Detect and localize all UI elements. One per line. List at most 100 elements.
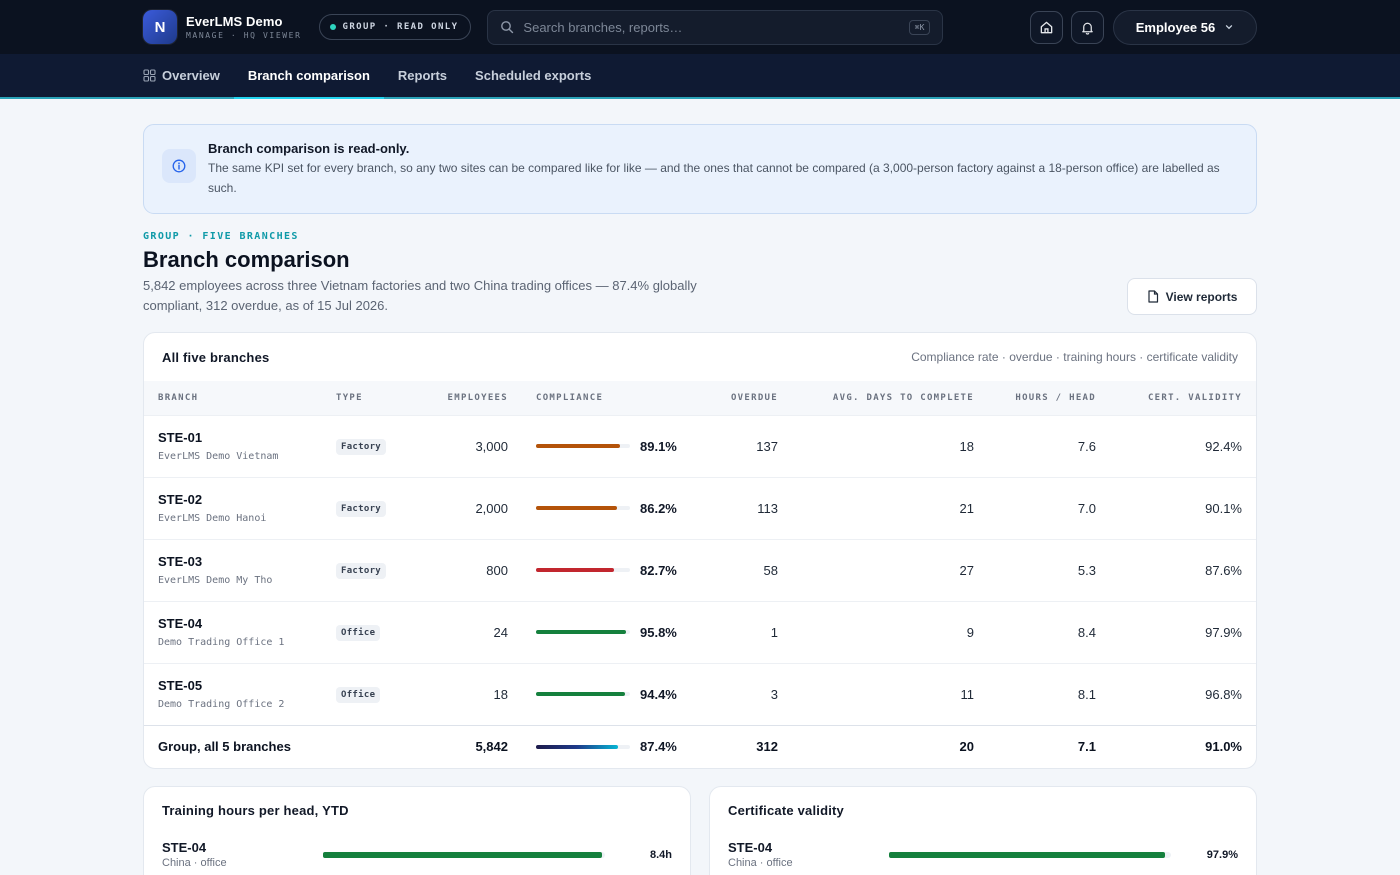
- tab-label: Overview: [162, 68, 220, 83]
- avg-days-cell: 27: [792, 538, 988, 601]
- compliance-bar-fill: [536, 630, 627, 634]
- validity-bar-fill: [889, 851, 1166, 858]
- table-row[interactable]: STE-04 Demo Trading Office 1 Office 24 95.8%…: [144, 600, 1256, 663]
- tab-branch-comparison[interactable]: Branch comparison: [233, 54, 385, 99]
- total-cert: 91.0%: [1110, 724, 1256, 768]
- branch-cell: STE-01 EverLMS Demo Vietnam: [144, 414, 322, 477]
- hours-cell: 7.0: [988, 476, 1110, 539]
- tab-label: Branch comparison: [247, 68, 370, 83]
- compliance-cell: 94.4%: [522, 662, 692, 725]
- type-badge: Factory: [336, 439, 387, 455]
- table-row[interactable]: STE-02 EverLMS Demo Hanoi Factory 2,000 86.2…: [144, 476, 1256, 539]
- view-reports-label: View reports: [1165, 289, 1238, 304]
- cert-cell: 92.4%: [1110, 414, 1256, 477]
- branch-code: STE-04: [158, 616, 203, 631]
- table-row[interactable]: STE-05 Demo Trading Office 2 Office 18 94.4%…: [144, 662, 1256, 725]
- col-branch[interactable]: BRANCH: [144, 381, 322, 415]
- branch-code: STE-05: [158, 678, 203, 693]
- app-subtitle: MANAGE · HQ VIEWER: [186, 31, 302, 40]
- overdue-cell: 113: [692, 476, 792, 539]
- hours-bar-fill: [323, 851, 603, 858]
- tab-reports[interactable]: Reports: [384, 54, 461, 97]
- home-button[interactable]: [1030, 10, 1063, 44]
- employees-cell: 24: [412, 600, 522, 663]
- employees-cell: 2,000: [412, 476, 522, 539]
- col-employees[interactable]: EMPLOYEES: [412, 381, 522, 415]
- chevron-down-icon: [1226, 25, 1233, 30]
- view-reports-button[interactable]: View reports: [1127, 278, 1257, 315]
- compliance-value: 86.2%: [640, 500, 677, 516]
- compliance-meter: 82.7%: [536, 563, 678, 578]
- cert-validity-title: Certificate validity: [728, 803, 844, 818]
- compliance-cell: 86.2%: [522, 476, 692, 539]
- compliance-bar-fill: [536, 568, 614, 572]
- search-shortcut: ⌘K: [908, 19, 931, 35]
- tab-overview[interactable]: Overview: [143, 54, 234, 97]
- status-dot-icon: [329, 24, 336, 30]
- branches-card-header: All five branches Compliance rate · over…: [144, 333, 1256, 381]
- hours-cell: 5.3: [988, 538, 1110, 601]
- list-item: STE-04 China · office 97.9%: [728, 840, 1238, 869]
- type-cell: Factory: [322, 476, 412, 539]
- tab-label: Scheduled exports: [475, 68, 592, 83]
- branch-site: Demo Trading Office 1: [158, 637, 285, 648]
- compliance-bar-fill: [536, 444, 620, 448]
- main-nav: Overview Branch comparison Reports Sched…: [0, 54, 1400, 99]
- mode-label: GROUP · READ ONLY: [342, 22, 459, 32]
- notifications-button[interactable]: [1071, 10, 1104, 44]
- read-only-notice: Branch comparison is read-only. The same…: [143, 124, 1257, 214]
- tab-scheduled-exports[interactable]: Scheduled exports: [461, 54, 605, 97]
- search-icon: [501, 21, 514, 34]
- branch-code: STE-04: [728, 840, 773, 855]
- compliance-value: 95.8%: [640, 624, 677, 640]
- compliance-bar-fill: [536, 692, 625, 696]
- list-item: STE-04 China · office 8.4h: [162, 840, 672, 869]
- total-avg-days: 20: [792, 724, 988, 768]
- type-badge: Office: [336, 625, 381, 641]
- employees-cell: 18: [412, 662, 522, 725]
- branch-cell: STE-02 EverLMS Demo Hanoi: [144, 476, 322, 539]
- compliance-value: 89.1%: [640, 438, 677, 454]
- table-row[interactable]: STE-01 EverLMS Demo Vietnam Factory 3,000 89…: [144, 414, 1256, 477]
- user-menu-button[interactable]: Employee 56: [1113, 9, 1257, 45]
- certificate-validity-card: Certificate validity STE-04 China · offi…: [709, 786, 1257, 875]
- app-logo[interactable]: N: [143, 10, 177, 44]
- total-overdue: 312: [692, 724, 792, 768]
- col-hours[interactable]: HOURS / HEAD: [988, 381, 1110, 415]
- info-icon: [162, 149, 196, 183]
- list-item-label: STE-04 China · office: [728, 840, 889, 869]
- home-icon: [1040, 21, 1053, 33]
- type-badge: Office: [336, 687, 381, 703]
- validity-value: 97.9%: [1206, 848, 1238, 861]
- bottom-cards: Training hours per head, YTD STE-04 Chin…: [143, 786, 1257, 875]
- training-hours-title: Training hours per head, YTD: [162, 803, 349, 818]
- compliance-meter: 95.8%: [536, 625, 678, 640]
- col-avg-days[interactable]: AVG. DAYS TO COMPLETE: [792, 381, 988, 415]
- hours-cell: 8.1: [988, 662, 1110, 725]
- branch-cell: STE-04 Demo Trading Office 1: [144, 600, 322, 663]
- branch-code: STE-03: [158, 554, 203, 569]
- employees-cell: 3,000: [412, 414, 522, 477]
- col-cert[interactable]: CERT. VALIDITY: [1110, 381, 1256, 415]
- hours-cell: 7.6: [988, 414, 1110, 477]
- search-input[interactable]: [523, 19, 909, 35]
- branch-site: EverLMS Demo Vietnam: [158, 451, 279, 462]
- branch-cell: STE-03 EverLMS Demo My Tho: [144, 538, 322, 601]
- user-name: Employee 56: [1135, 19, 1216, 35]
- app-title: EverLMS Demo: [186, 14, 283, 29]
- mode-badge: GROUP · READ ONLY: [318, 14, 472, 40]
- hours-value: 8.4h: [649, 848, 672, 861]
- overdue-cell: 1: [692, 600, 792, 663]
- compliance-meter: 86.2%: [536, 501, 678, 516]
- overdue-cell: 137: [692, 414, 792, 477]
- col-compliance[interactable]: COMPLIANCE: [522, 381, 692, 415]
- branches-card: All five branches Compliance rate · over…: [143, 332, 1257, 769]
- search-box[interactable]: ⌘K: [487, 9, 944, 45]
- compliance-value: 82.7%: [640, 562, 677, 578]
- col-type[interactable]: TYPE: [322, 381, 412, 415]
- total-employees: 5,842: [412, 724, 522, 768]
- page-header: GROUP · FIVE BRANCHES Branch comparison …: [143, 231, 1257, 316]
- grid-icon: [143, 69, 156, 82]
- col-overdue[interactable]: OVERDUE: [692, 381, 792, 415]
- table-row[interactable]: STE-03 EverLMS Demo My Tho Factory 800 82.7%…: [144, 538, 1256, 601]
